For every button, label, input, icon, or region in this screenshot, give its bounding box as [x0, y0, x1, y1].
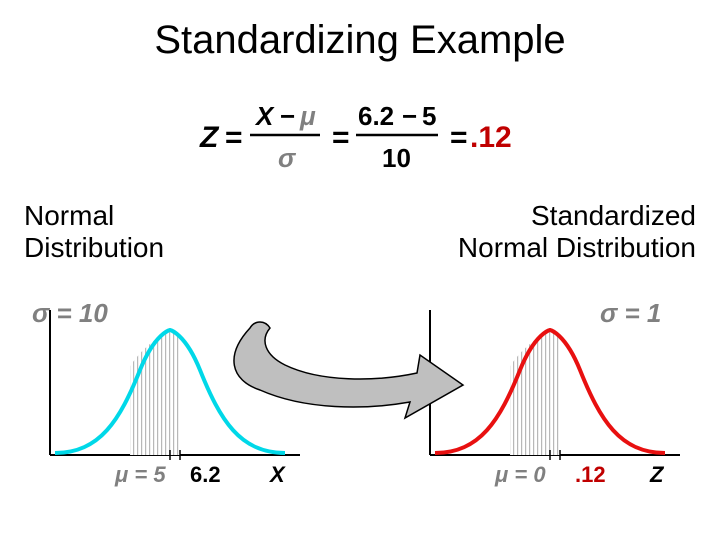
- z-formula: Z = X − μ σ = 6.2 − 5 10 = .12: [0, 95, 720, 180]
- left-axis-var: X: [268, 462, 286, 487]
- formula-xval: 6.2: [358, 101, 394, 131]
- shaded-region: [130, 332, 180, 455]
- equals-3-icon: =: [450, 121, 468, 154]
- formula-muval: 5: [422, 101, 436, 131]
- equals-1-icon: =: [225, 121, 243, 154]
- right-mu-tick: μ = 0: [494, 462, 546, 487]
- formula-mu: μ: [299, 101, 316, 131]
- left-sigma-label: σ = 10: [32, 300, 108, 328]
- right-sigma-label: σ = 1: [600, 300, 661, 328]
- formula-sigmaval: 10: [382, 143, 411, 173]
- left-value-tick: 6.2: [190, 462, 221, 487]
- left-label-line1: Normal: [24, 200, 114, 231]
- minus-2-icon: −: [402, 101, 417, 131]
- right-axis-var: Z: [649, 462, 665, 487]
- right-label-line2: Normal Distribution: [458, 232, 696, 263]
- right-distribution-label: Standardized Normal Distribution: [458, 200, 696, 264]
- formula-result: .12: [470, 121, 512, 154]
- equals-2-icon: =: [332, 121, 350, 154]
- transform-arrow-icon: [215, 310, 475, 440]
- slide-title: Standardizing Example: [0, 18, 720, 63]
- shaded-region: [510, 332, 560, 455]
- formula-sigma: σ: [278, 143, 297, 173]
- minus-1-icon: −: [280, 101, 295, 131]
- formula-x: X: [254, 101, 275, 131]
- formula-z: Z: [199, 121, 220, 154]
- right-label-line1: Standardized: [531, 200, 696, 231]
- left-mu-tick: μ = 5: [114, 462, 166, 487]
- left-label-line2: Distribution: [24, 232, 164, 263]
- right-value-tick: .12: [575, 462, 606, 487]
- slide: Standardizing Example Z = X − μ σ = 6.2 …: [0, 0, 720, 540]
- left-distribution-label: Normal Distribution: [24, 200, 164, 264]
